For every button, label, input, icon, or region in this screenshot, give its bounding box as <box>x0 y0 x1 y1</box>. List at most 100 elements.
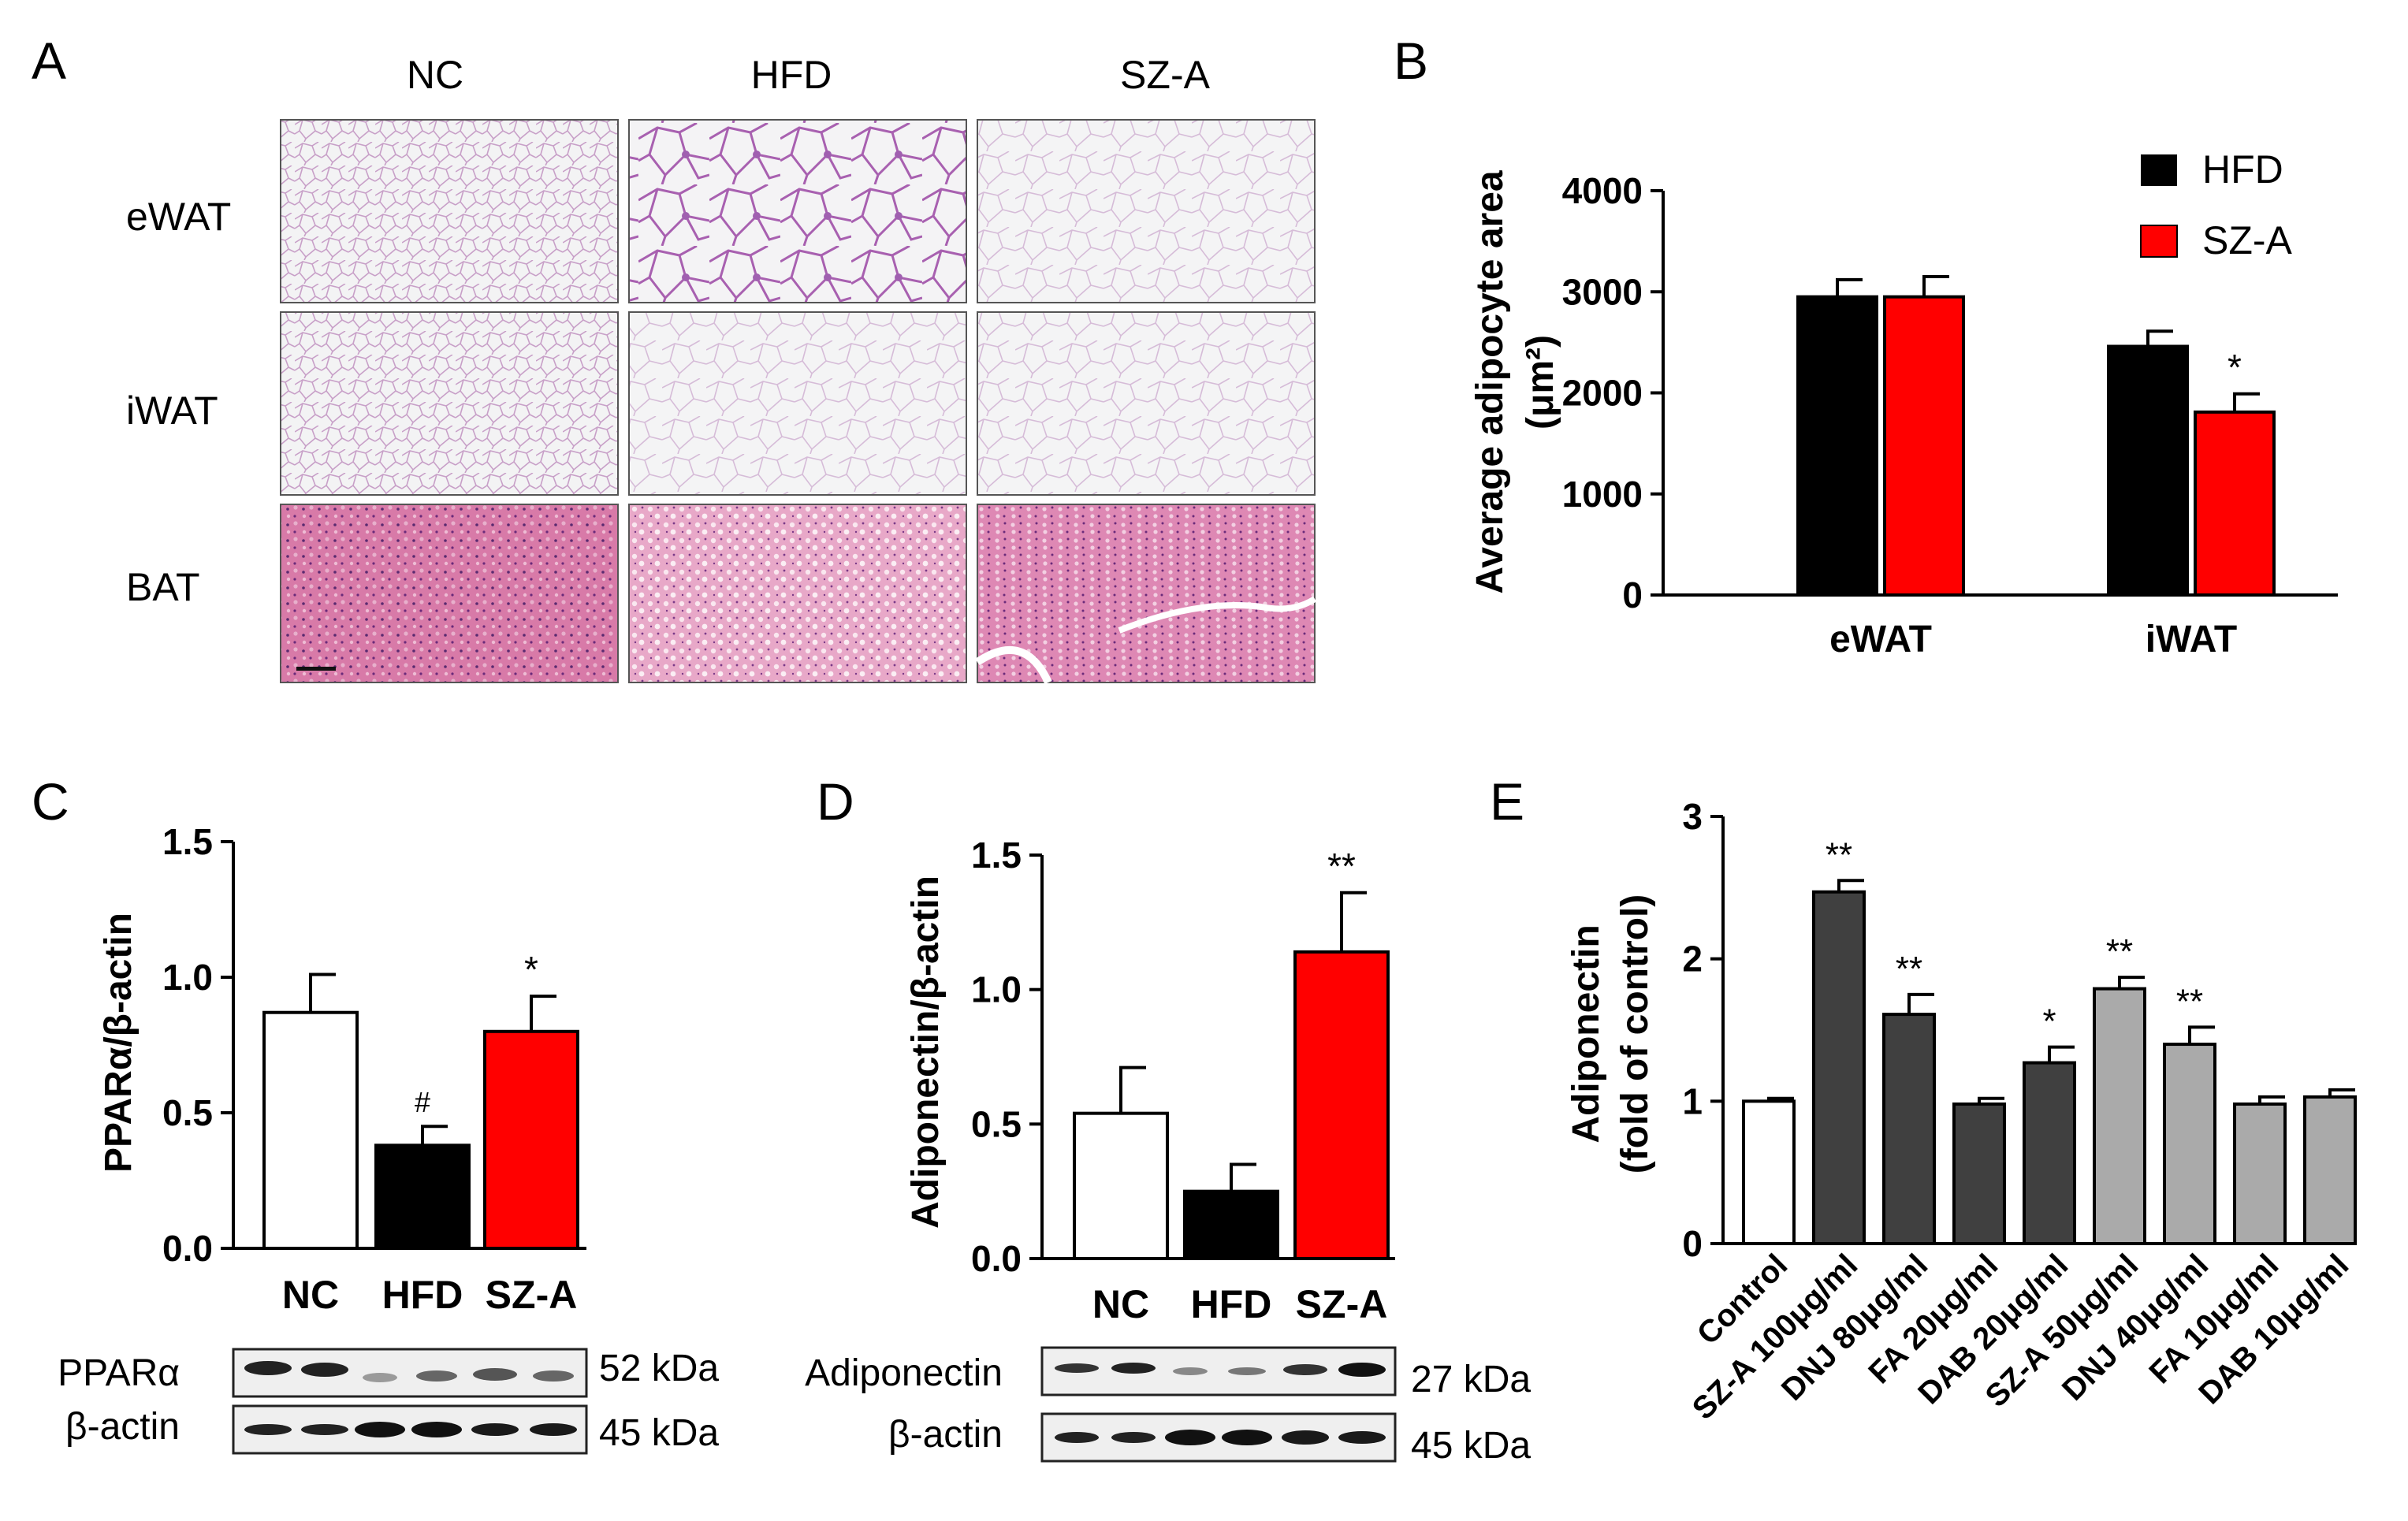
blot-strip-ppara <box>232 1348 588 1398</box>
panel-b-label: B <box>1394 32 1428 90</box>
panel-d-label: D <box>817 772 854 831</box>
column-label-sza: SZ-A <box>1120 53 1211 97</box>
blot-band <box>1228 1367 1266 1375</box>
panel-e: E Adiponectin (fold of control) 0123Cont… <box>1490 772 2357 1426</box>
bar-dnj-80-g-ml <box>1882 1013 1936 1246</box>
scale-bar <box>296 667 336 671</box>
y-tick-label: 0.5 <box>162 1092 213 1133</box>
x-tick-label-hfd: HFD <box>1191 1282 1272 1326</box>
blot-band <box>1338 1363 1386 1377</box>
x-tick-label-sz-a: SZ-A <box>486 1273 578 1317</box>
y-tick-label: 4000 <box>1562 170 1643 211</box>
blot-band <box>473 1368 517 1381</box>
significance-mark: * <box>524 949 538 990</box>
bar-sz-a-ewat <box>1883 295 1965 597</box>
bar-hfd <box>1183 1189 1279 1260</box>
western-blot-d: Adiponectin 27 kDa β-actin 45 kDa <box>805 1346 1531 1467</box>
panel-a: A NC HFD SZ-A eWAT iWAT BAT <box>32 32 1317 685</box>
y-axis-title-line1: Adiponectin <box>1565 924 1607 1143</box>
histology-iwat-sza <box>977 311 1316 496</box>
western-blot-c: PPARα 52 kDa β-actin 45 kDa <box>58 1348 719 1455</box>
x-tick-label-nc: NC <box>282 1273 339 1317</box>
legend-label-hfd: HFD <box>2202 147 2283 192</box>
histology-bat-hfd <box>628 504 967 683</box>
column-label-nc: NC <box>407 53 463 97</box>
y-axis-title: Adiponectin/β-actin <box>905 876 947 1229</box>
significance-mark: ** <box>2106 932 2133 971</box>
panel-c: C PPARα/β-actin 0.00.51.01.5NC#HFD*SZ-A … <box>32 772 719 1455</box>
significance-mark: * <box>2227 347 2242 388</box>
x-tick-label-hfd: HFD <box>382 1273 463 1317</box>
blot-band <box>1111 1432 1156 1443</box>
bar-nc <box>1073 1111 1169 1261</box>
blot-band <box>416 1370 457 1382</box>
y-axis-title: PPARα/β-actin <box>98 913 140 1173</box>
bar-dab-20-g-ml <box>2023 1061 2076 1246</box>
y-tick-label: 0.0 <box>162 1228 213 1269</box>
bar-sz-a-iwat <box>2194 410 2276 597</box>
bar-fa-20-g-ml <box>1952 1102 2006 1245</box>
blot-band <box>244 1361 292 1375</box>
blot-band <box>1055 1363 1099 1373</box>
blot-strip-actin <box>232 1404 588 1455</box>
y-tick-label: 0.0 <box>971 1238 1022 1279</box>
row-label-bat: BAT <box>126 565 200 609</box>
panel-e-label: E <box>1490 772 1524 831</box>
bar-sz-a-100-g-ml <box>1812 890 1866 1245</box>
bar-sz-a <box>1293 950 1390 1260</box>
x-tick-label-sz-a: SZ-A <box>1296 1282 1388 1326</box>
y-tick-label: 2 <box>1682 939 1703 980</box>
panel-d: D Adiponectin/β-actin 0.0 0.5 1.0 1.5 NC HFD *… <box>805 772 1531 1467</box>
histology-bat-sza-vessel <box>1118 596 1317 634</box>
panel-b: B Average adipocyte area (μm²) 0 1000 2000… <box>1394 32 2338 660</box>
row-label-ewat: eWAT <box>126 195 231 239</box>
blot-row-label-actin: β-actin <box>888 1414 1003 1456</box>
histology-ewat-sza <box>977 119 1316 303</box>
y-tick-label: 1.0 <box>162 957 213 998</box>
bar-dab-10-g-ml <box>2303 1095 2357 1245</box>
histology-ewat-hfd <box>628 119 967 303</box>
blot-band <box>1282 1430 1329 1445</box>
blot-size-actin: 45 kDa <box>599 1412 719 1454</box>
x-tick-label-nc: NC <box>1092 1282 1149 1326</box>
blot-band <box>533 1370 574 1382</box>
significance-mark: ** <box>1896 950 1922 988</box>
histology-iwat-hfd <box>628 311 967 496</box>
legend-label-sza: SZ-A <box>2202 218 2293 262</box>
blot-row-label-ppara: PPARα <box>58 1352 180 1394</box>
significance-mark: ** <box>1826 835 1852 874</box>
blot-row-label-adiponectin: Adiponectin <box>805 1352 1003 1394</box>
blot-size-ppara: 52 kDa <box>599 1348 719 1389</box>
significance-mark: * <box>2042 1002 2056 1041</box>
y-tick-label: 1.5 <box>162 821 213 862</box>
x-tick-label-ewat: eWAT <box>1829 619 1932 660</box>
panel-a-label: A <box>32 32 66 90</box>
y-tick-label: 1.5 <box>971 835 1022 876</box>
column-label-hfd: HFD <box>751 53 832 97</box>
blot-band <box>411 1422 462 1437</box>
blot-strip-actin <box>1040 1412 1397 1463</box>
bar-hfd <box>374 1144 471 1251</box>
plot-b: 0 1000 2000 3000 4000 eWAT * iWAT <box>1562 170 2338 660</box>
blot-band <box>1338 1431 1386 1444</box>
bar-fa-10-g-ml <box>2233 1102 2287 1245</box>
significance-mark: # <box>415 1086 430 1118</box>
y-tick-label: 0 <box>1622 575 1643 615</box>
blot-band <box>301 1363 348 1377</box>
panel-c-label: C <box>32 772 69 831</box>
bar-nc <box>262 1010 359 1250</box>
plot-d: 0.0 0.5 1.0 1.5 NC HFD ** SZ-A <box>971 835 1395 1326</box>
blot-band <box>1283 1364 1327 1375</box>
histology-bat-nc <box>280 504 619 683</box>
y-tick-label: 1.0 <box>971 969 1022 1010</box>
legend-swatch-hfd <box>2141 154 2177 186</box>
blot-band <box>1111 1363 1156 1374</box>
blot-band <box>1173 1367 1208 1375</box>
blot-band <box>355 1422 405 1437</box>
plot-c: 0.0 0.5 1.0 1.5 NC # HFD * SZ-A <box>162 821 586 1317</box>
blot-strip-adiponectin <box>1040 1346 1397 1396</box>
bar-control <box>1742 1099 1796 1246</box>
y-tick-label: 3000 <box>1562 271 1643 312</box>
y-tick-label: 0.5 <box>971 1103 1022 1144</box>
